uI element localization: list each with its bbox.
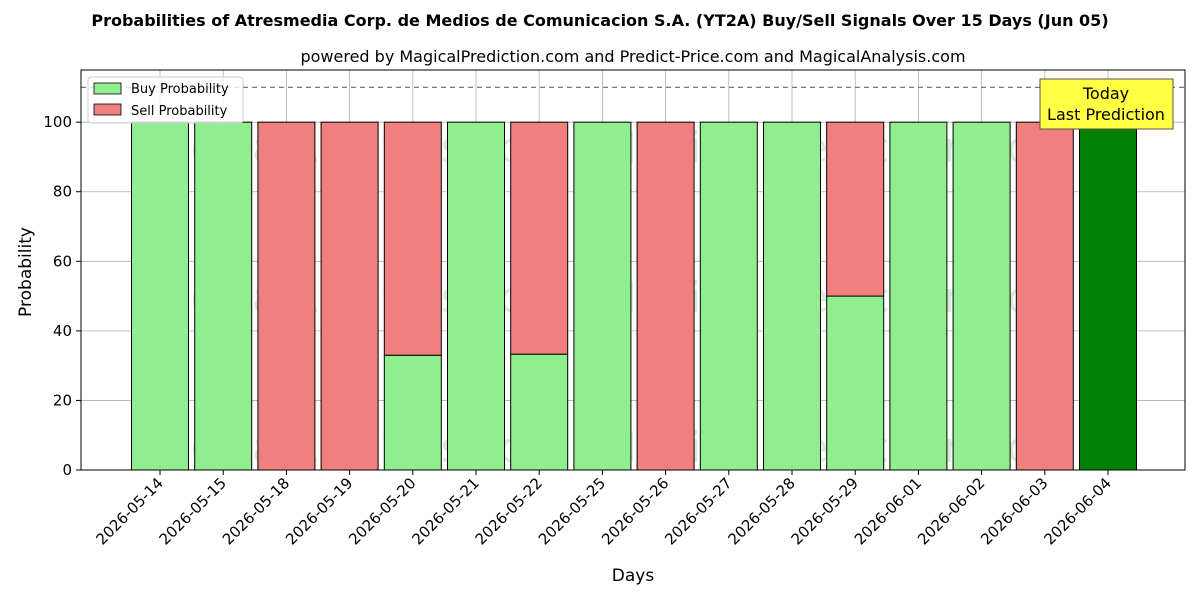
- bars-group: [131, 121, 1137, 471]
- plot-frame: [80, 69, 1186, 471]
- y-tick-label: 0: [62, 461, 72, 479]
- bar-sell: [826, 121, 885, 297]
- bar-buy: [383, 354, 442, 471]
- x-axis-label: Days: [612, 566, 655, 586]
- chart-title: Probabilities of Atresmedia Corp. de Med…: [91, 11, 1108, 30]
- today-annotation: Today Last Prediction: [1039, 78, 1174, 130]
- y-tick-label: 100: [43, 113, 72, 131]
- chart-subtitle: powered by MagicalPrediction.com and Pre…: [300, 47, 965, 66]
- bar-buy: [952, 121, 1011, 471]
- legend-swatch-sell: [93, 103, 122, 116]
- legend-swatch-buy: [93, 82, 122, 95]
- legend: Buy Probability Sell Probability: [87, 76, 244, 124]
- today-annotation-line1: Today: [1082, 84, 1129, 103]
- today-annotation-line2: Last Prediction: [1047, 105, 1165, 124]
- bar-buy: [573, 121, 632, 471]
- legend-label-buy: Buy Probability: [131, 82, 229, 97]
- bar-buy: [510, 353, 569, 471]
- today-annotation-box: [1039, 78, 1174, 130]
- bar-sell: [1015, 121, 1074, 471]
- bar-sell: [320, 121, 379, 471]
- legend-box: [87, 76, 244, 124]
- bar-sell: [636, 121, 695, 471]
- y-tick-label: 40: [53, 322, 72, 340]
- bar-buy: [1079, 121, 1137, 471]
- y-tick-label: 20: [53, 391, 72, 409]
- y-tick-label: 60: [53, 252, 72, 270]
- bar-buy: [447, 121, 505, 471]
- legend-label-sell: Sell Probability: [131, 104, 228, 119]
- bar-buy: [131, 121, 189, 471]
- bar-buy: [826, 295, 885, 471]
- bar-buy: [699, 121, 758, 471]
- y-tick-label: 80: [53, 183, 72, 201]
- bar-buy: [194, 121, 253, 471]
- y-axis-label: Probability: [16, 227, 36, 317]
- bar-buy: [763, 121, 821, 471]
- bar-sell: [383, 121, 442, 356]
- y-axis-ticks: 0 20 40 60 80 100: [43, 113, 81, 479]
- bar-buy: [889, 121, 948, 471]
- bar-sell: [257, 121, 316, 471]
- bar-sell: [510, 121, 569, 355]
